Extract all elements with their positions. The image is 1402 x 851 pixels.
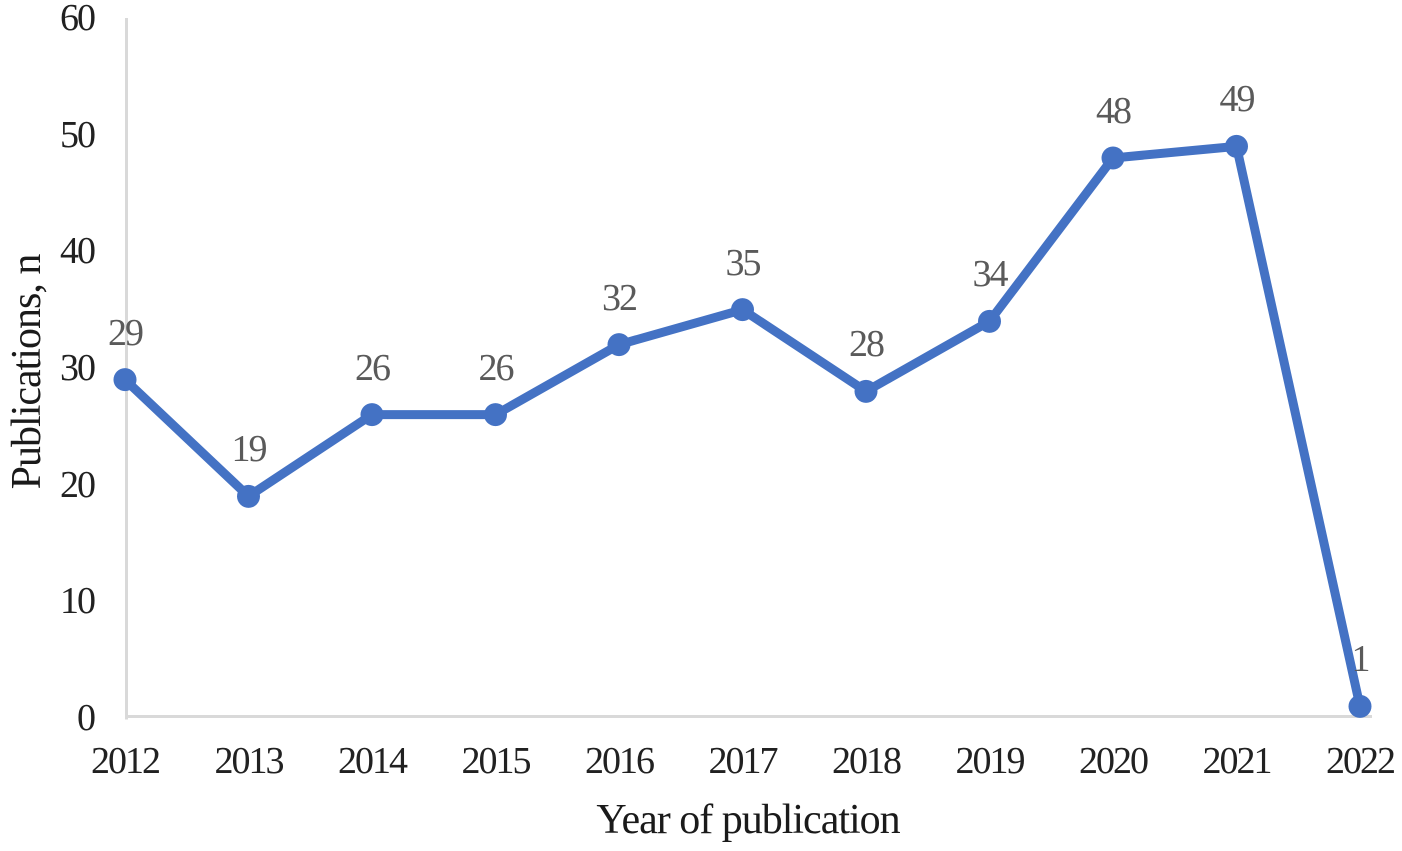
y-tick-label: 0 [77,697,96,739]
x-tick-label: 2017 [708,740,779,782]
x-tick-label: 2019 [955,740,1026,782]
y-tick-label: 60 [60,0,96,39]
data-point-marker [607,333,631,357]
data-point-marker [1225,134,1248,158]
data-point-marker [237,484,260,508]
data-point-marker [731,298,754,322]
x-tick-label: 2020 [1079,740,1149,782]
data-point-marker [1348,694,1372,718]
data-label: 48 [1096,90,1132,132]
data-label: 35 [725,241,762,284]
data-label: 29 [108,311,144,354]
data-label: 32 [602,276,638,319]
y-tick-label: 10 [60,580,96,623]
data-label: 28 [849,323,885,366]
x-tick-label: 2021 [1202,740,1273,782]
data-label: 49 [1219,78,1256,121]
x-tick-label: 2014 [338,740,408,782]
data-label: 26 [355,346,391,389]
x-tick-label: 2018 [832,740,902,782]
y-tick-label: 20 [60,463,96,506]
data-point-marker [978,309,1001,333]
data-point-marker [360,403,384,427]
data-point-marker [1101,146,1125,170]
data-point-marker [113,368,137,392]
data-label: 1 [1351,638,1371,681]
x-tick-label: 2016 [585,740,655,782]
x-axis-title: Year of publication [596,797,900,843]
x-tick-label: 2022 [1326,740,1396,782]
data-label: 34 [972,253,1009,296]
y-tick-label: 30 [60,347,96,389]
y-tick-label: 50 [60,113,96,156]
x-tick-label: 2012 [91,740,161,782]
data-label: 26 [478,346,515,389]
data-point-marker [484,403,507,427]
series-line [120,141,1365,711]
x-tick-label: 2013 [214,740,285,782]
data-label: 19 [231,428,268,471]
data-point-marker [854,379,878,403]
y-tick-label: 40 [60,230,96,273]
x-tick-label: 2015 [461,740,532,782]
